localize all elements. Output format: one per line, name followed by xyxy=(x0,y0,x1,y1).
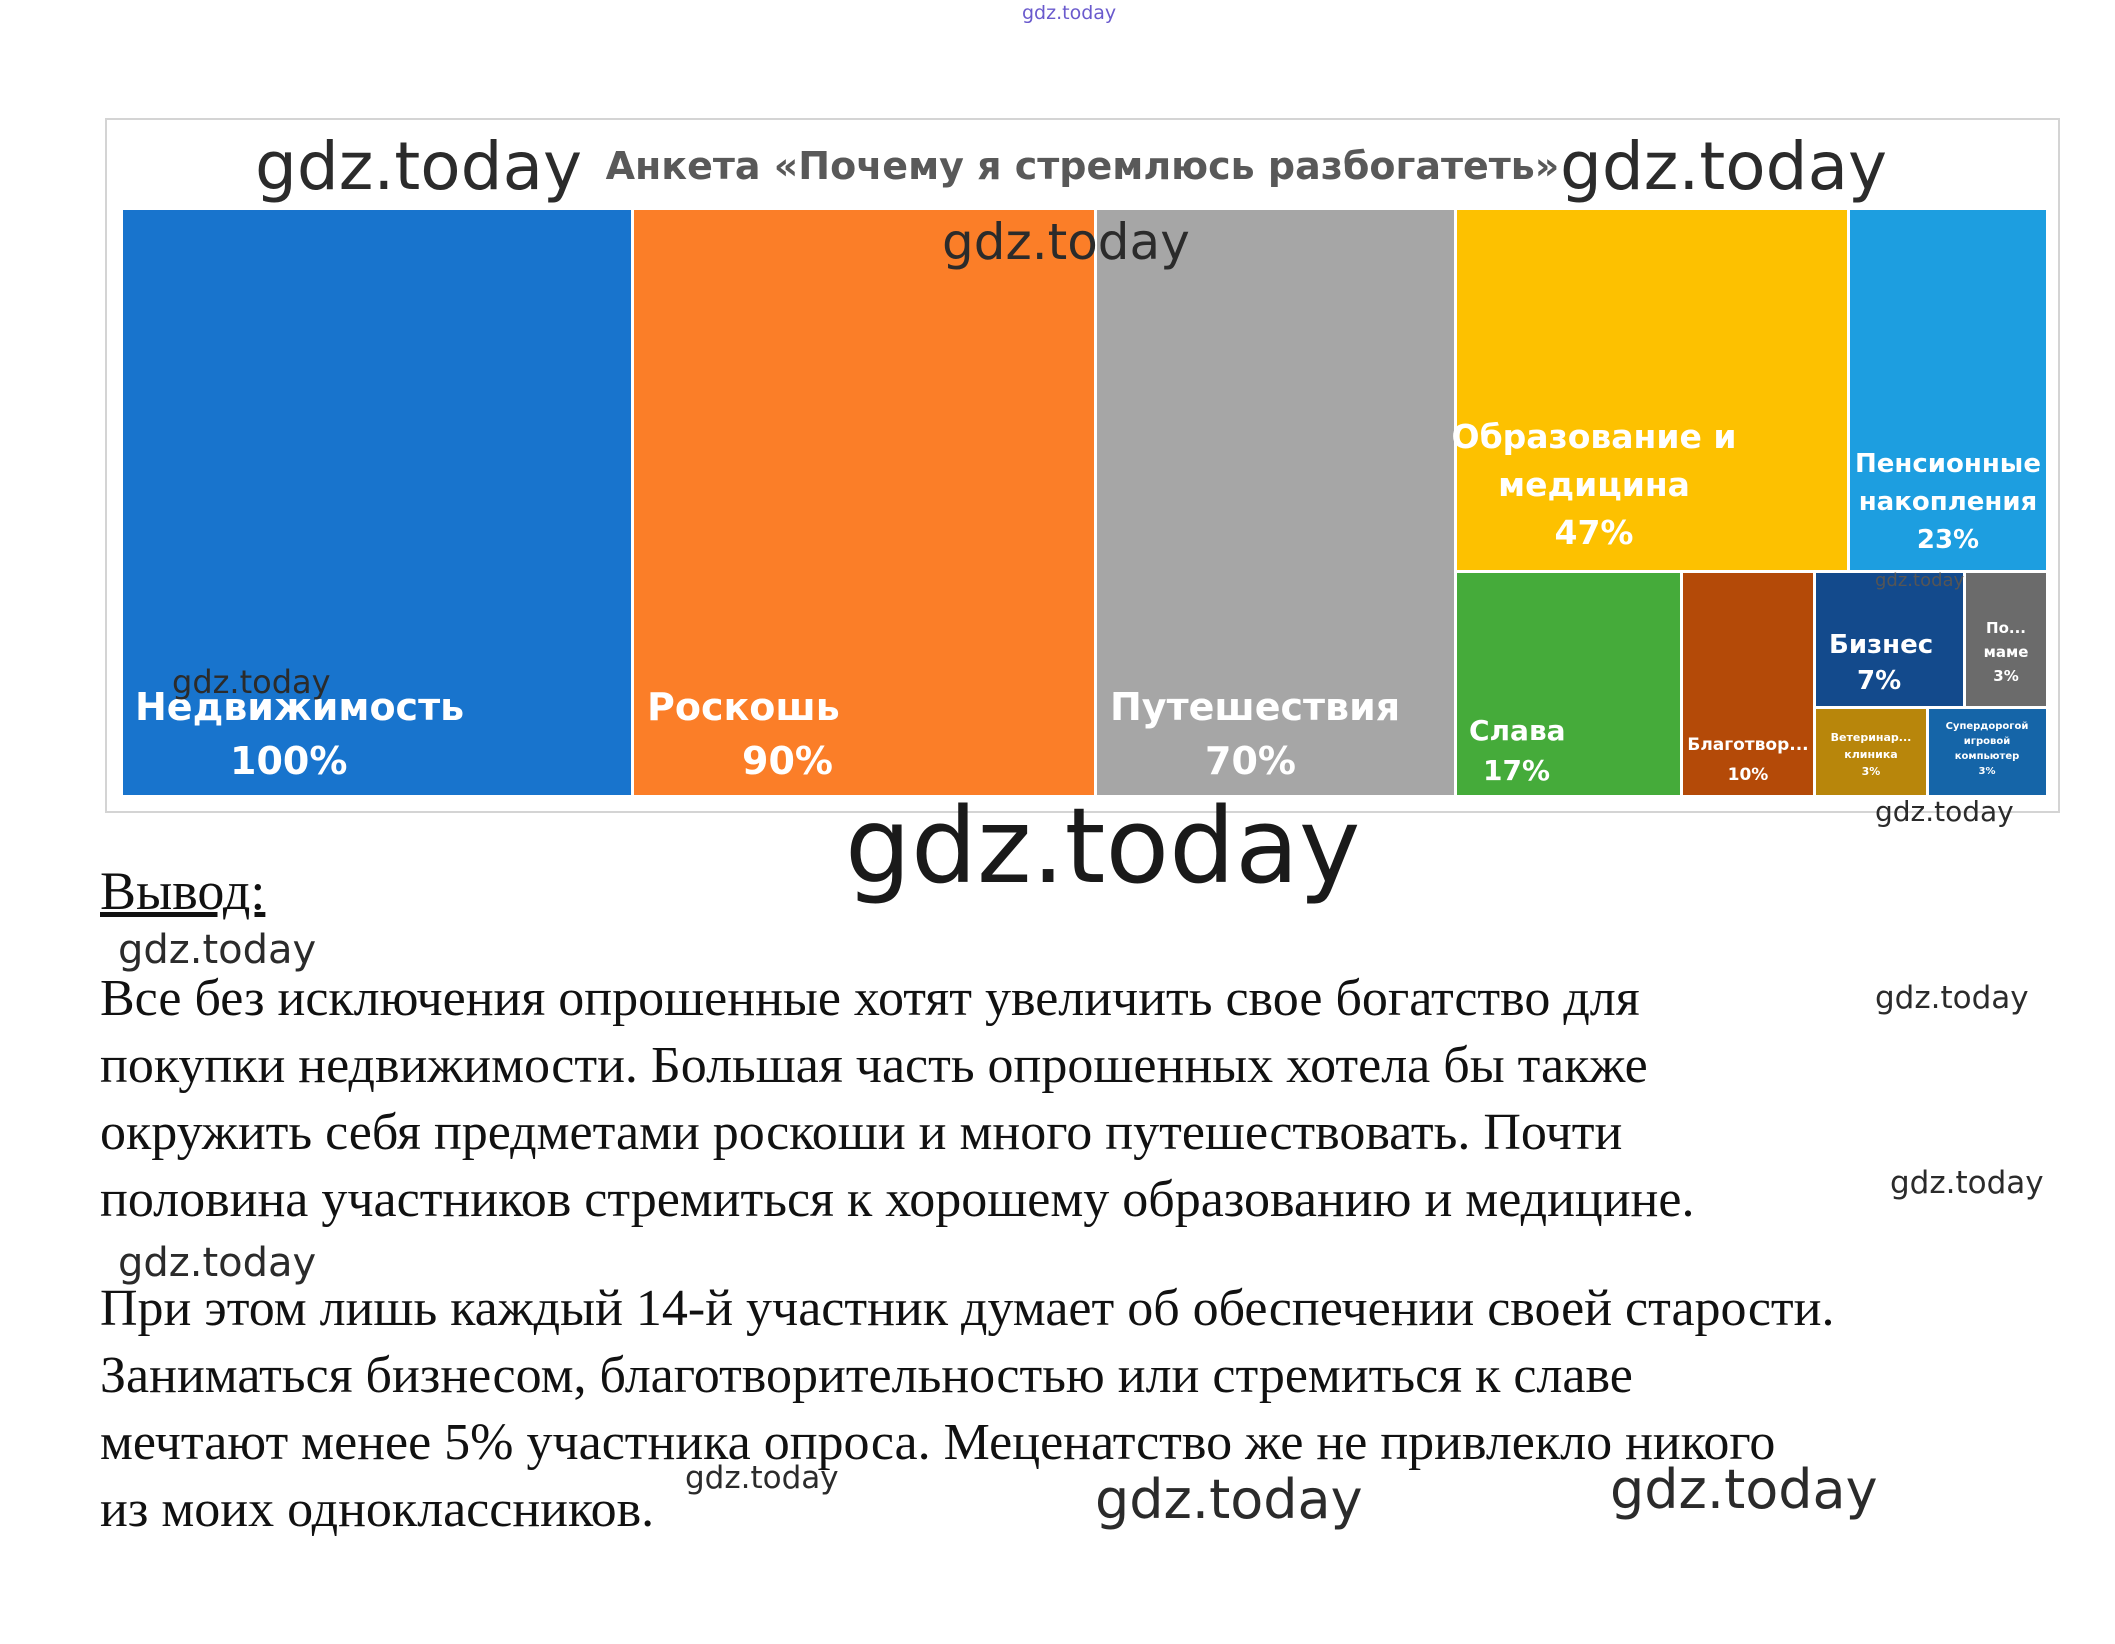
conclusion-heading: Вывод: xyxy=(100,861,266,921)
treemap-label: Слава 17% xyxy=(1469,714,1566,787)
treemap-tile xyxy=(1457,210,1847,570)
watermark-bottom-right: gdz.today xyxy=(1610,1458,1878,1521)
treemap-label: Ветеринар... клиника 3% xyxy=(1831,731,1912,778)
watermark-top: gdz.today xyxy=(1022,2,1117,24)
watermark-chart-bottom-right: gdz.today xyxy=(1875,795,2014,828)
watermark-large-center: gdz.today xyxy=(845,785,1361,907)
treemap-label: Бизнес 7% xyxy=(1829,630,1933,696)
watermark-bottom-mid: gdz.today xyxy=(1095,1468,1363,1531)
treemap-chart: Анкета «Почему я стремлюсь разбогатеть» … xyxy=(105,118,2060,813)
treemap-label: По... маме 3% xyxy=(1984,619,2029,685)
watermark-text-right-2: gdz.today xyxy=(1890,1165,2044,1201)
watermark-para-2: gdz.today xyxy=(118,1240,317,1286)
treemap-label: Супердорогой игровой компьютер 3% xyxy=(1946,721,2029,777)
treemap-tile xyxy=(1683,573,1813,795)
treemap-label: Недвижимость 100% xyxy=(135,685,464,783)
watermark-bottom-left: gdz.today xyxy=(685,1460,839,1496)
paragraph-line: мечтают менее 5% участника опроса. Мецен… xyxy=(100,1414,1776,1471)
treemap-tile xyxy=(1850,210,2046,570)
treemap-tile xyxy=(1097,210,1454,795)
treemap-label: Путешествия 70% xyxy=(1110,685,1400,783)
paragraph-line: окружить себя предметами роскоши и много… xyxy=(100,1104,1623,1161)
treemap-label: Пенсионные накопления 23% xyxy=(1855,449,2041,555)
watermark-heading: gdz.today xyxy=(118,927,317,973)
treemap-label: Благотвор... 10% xyxy=(1687,735,1808,785)
watermark-chart-low: gdz.today xyxy=(172,663,331,701)
treemap-svg: Недвижимость 100% Роскошь 90% Путешествия 70%… xyxy=(123,210,2046,795)
treemap-tile xyxy=(1816,709,1926,795)
chart-title: Анкета «Почему я стремлюсь разбогатеть» xyxy=(605,144,1560,188)
paragraph-line: Все без исключения опрошенные хотят увел… xyxy=(100,970,1640,1027)
paragraph-line: Заниматься бизнесом, благотворительность… xyxy=(100,1347,1633,1404)
paragraph-line: половина участников стремиться к хорошем… xyxy=(100,1171,1695,1228)
watermark-chart-mid: gdz.today xyxy=(942,213,1190,271)
treemap-tile xyxy=(1457,573,1680,795)
conclusion-paragraph-2: При этом лишь каждый 14-й участник думае… xyxy=(100,1275,2060,1543)
paragraph-line: из моих одноклассников. xyxy=(100,1481,655,1538)
conclusion-paragraph-1: Все без исключения опрошенные хотят увел… xyxy=(100,965,2060,1233)
watermark-title-right: gdz.today xyxy=(1560,128,1888,205)
treemap-tile xyxy=(1816,573,1963,706)
treemap-label: Образование и медицина 47% xyxy=(1452,417,1737,552)
watermark-text-right-1: gdz.today xyxy=(1875,980,2029,1016)
treemap-tile xyxy=(123,210,631,795)
treemap-tile xyxy=(1929,709,2046,795)
treemap-label: Роскошь 90% xyxy=(647,685,840,783)
watermark-title-left: gdz.today xyxy=(255,128,583,205)
treemap-tile xyxy=(1966,573,2046,706)
paragraph-line: покупки недвижимости. Большая часть опро… xyxy=(100,1037,1648,1094)
watermark-chart-tiny: gdz.today xyxy=(1875,570,1965,591)
paragraph-line: При этом лишь каждый 14-й участник думае… xyxy=(100,1280,1835,1337)
treemap-tile xyxy=(634,210,1094,795)
